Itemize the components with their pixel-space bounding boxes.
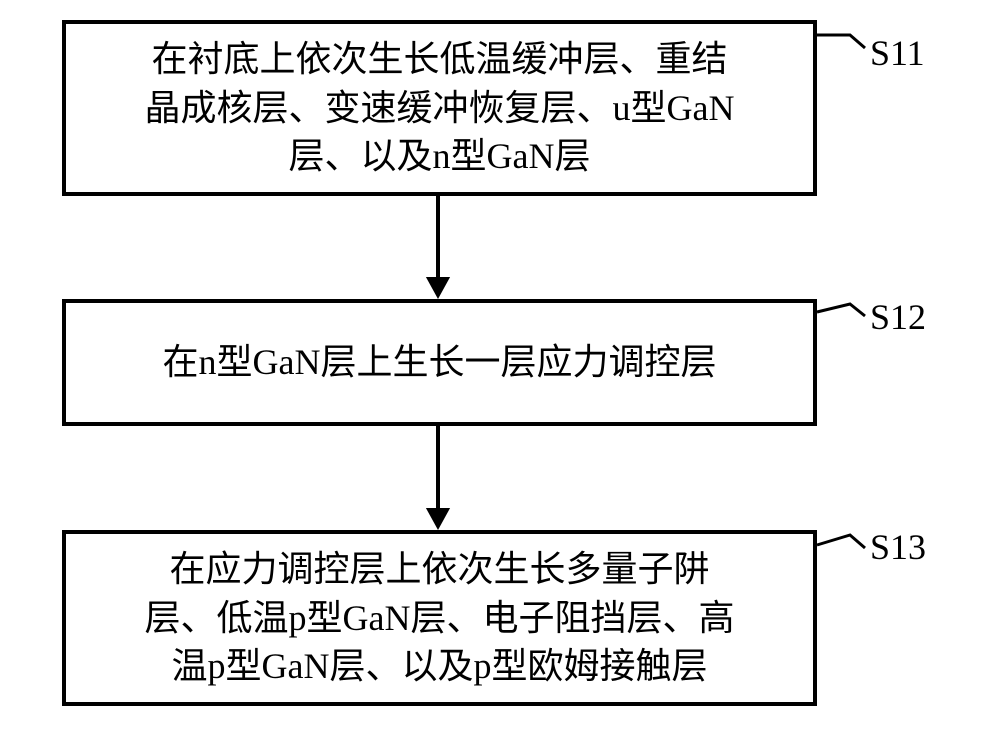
- flowchart-canvas: 在衬底上依次生长低温缓冲层、重结 晶成核层、变速缓冲恢复层、u型GaN 层、以及…: [0, 0, 1000, 739]
- edge-s12-s13: [0, 0, 1000, 739]
